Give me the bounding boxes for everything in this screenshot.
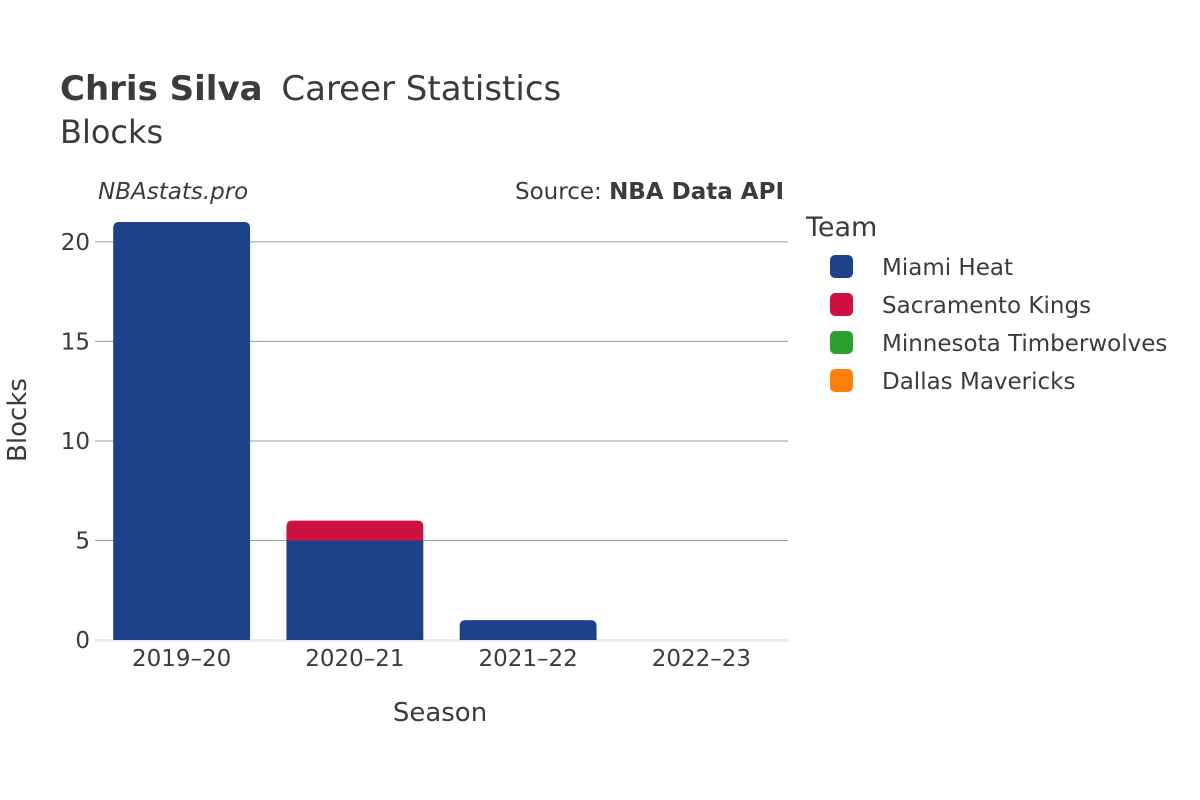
y-tick-label: 20 bbox=[61, 230, 90, 256]
x-tick-labels: 2019–20 2020–21 2021–22 2022–23 bbox=[132, 646, 751, 672]
y-tick-label: 15 bbox=[61, 329, 90, 355]
legend-label: Minnesota Timberwolves bbox=[882, 331, 1167, 357]
chart-subtitle: Blocks bbox=[60, 113, 163, 151]
chart-title: Chris Silva Career Statistics bbox=[60, 69, 561, 109]
legend-swatch bbox=[830, 255, 853, 278]
source-text: Source: NBA Data API bbox=[515, 179, 784, 205]
source-name: NBA Data API bbox=[609, 179, 784, 205]
y-axis-title: Blocks bbox=[3, 378, 33, 462]
chart-title-name: Chris Silva bbox=[60, 69, 263, 109]
x-tick-label: 2021–22 bbox=[478, 646, 577, 672]
x-tick-label: 2019–20 bbox=[132, 646, 231, 672]
bar-sacramento-kings bbox=[286, 520, 424, 541]
x-tick-label: 2020–21 bbox=[305, 646, 404, 672]
bar-miami-heat bbox=[459, 620, 597, 640]
legend-label: Dallas Mavericks bbox=[882, 369, 1075, 395]
y-tick-label: 10 bbox=[61, 429, 90, 455]
watermark-text: NBAstats.pro bbox=[98, 179, 248, 205]
chart-title-rest: Career Statistics bbox=[281, 69, 561, 109]
legend-swatch bbox=[830, 369, 853, 392]
x-axis-title: Season bbox=[393, 698, 487, 728]
source-prefix: Source: bbox=[515, 179, 609, 205]
bar-group bbox=[113, 222, 597, 640]
legend: Miami Heat Sacramento Kings Minnesota Timb… bbox=[830, 255, 1167, 395]
x-tick-label: 2022–23 bbox=[652, 646, 751, 672]
legend-label: Sacramento Kings bbox=[882, 293, 1091, 319]
legend-swatch bbox=[830, 331, 853, 354]
y-tick-labels: 0 5 10 15 20 bbox=[61, 230, 90, 654]
y-tick-label: 0 bbox=[75, 628, 90, 654]
legend-label: Miami Heat bbox=[882, 255, 1013, 281]
y-tick-label: 5 bbox=[75, 528, 90, 554]
legend-swatch bbox=[830, 293, 853, 316]
bar-miami-heat bbox=[286, 540, 424, 640]
bar-miami-heat bbox=[113, 222, 251, 640]
legend-title: Team bbox=[805, 212, 877, 243]
